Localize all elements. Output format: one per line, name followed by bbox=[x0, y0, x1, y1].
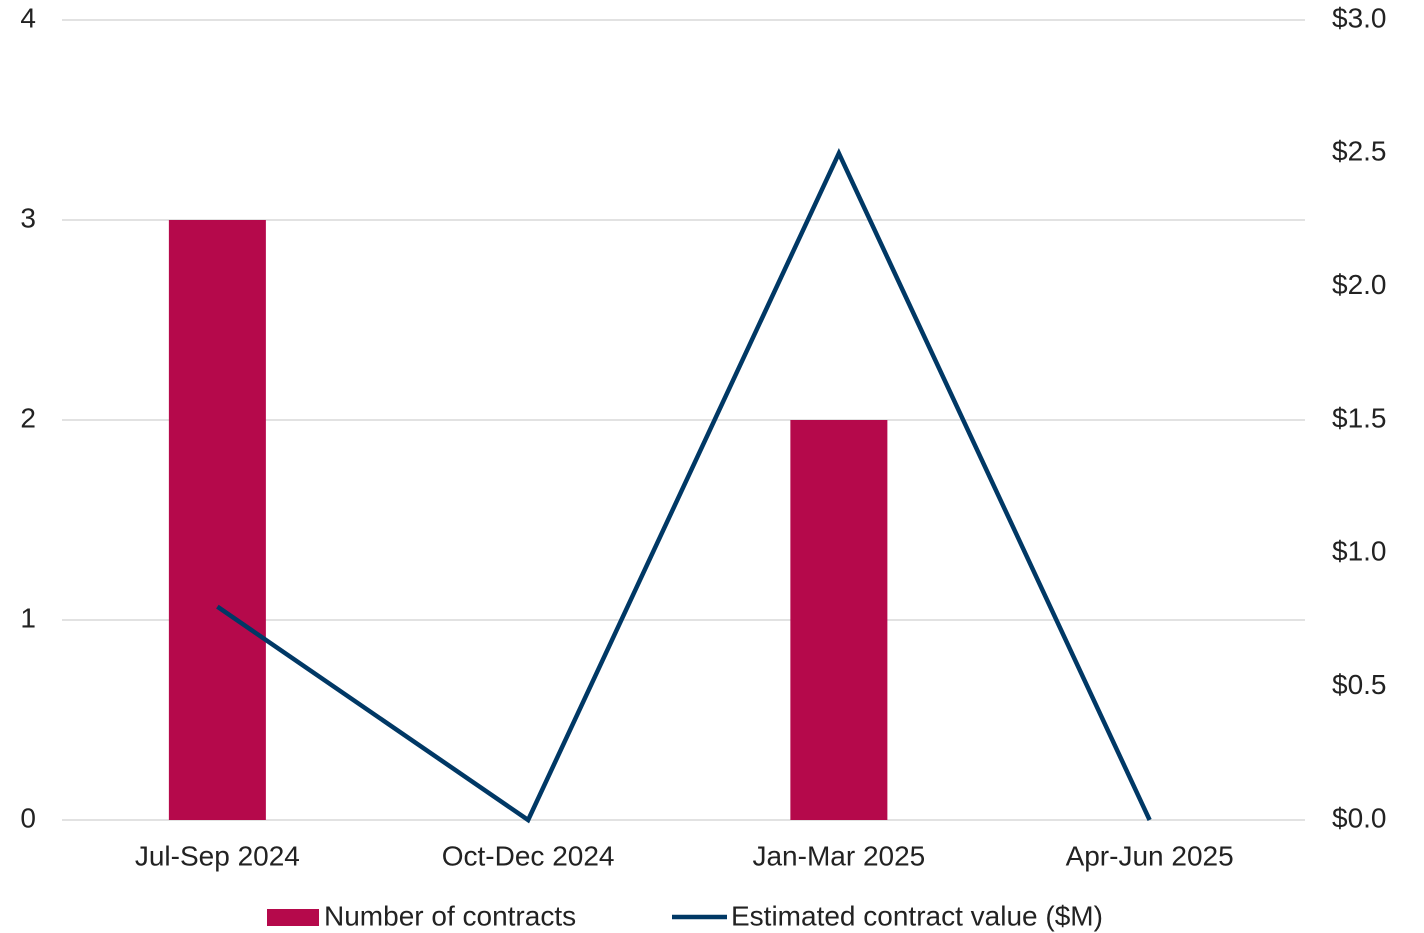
legend-label: Estimated contract value ($M) bbox=[731, 900, 1103, 931]
y2-tick-label: $3.0 bbox=[1332, 2, 1387, 33]
x-tick-label: Jan-Mar 2025 bbox=[752, 840, 925, 871]
y-tick-label: 2 bbox=[20, 402, 36, 433]
x-tick-label: Jul-Sep 2024 bbox=[135, 840, 300, 871]
legend-swatch bbox=[267, 909, 319, 926]
y-tick-label: 0 bbox=[20, 802, 36, 833]
bar bbox=[790, 420, 888, 820]
y-tick-label: 1 bbox=[20, 602, 36, 633]
y-tick-label: 4 bbox=[20, 2, 36, 33]
y-tick-label: 3 bbox=[20, 202, 36, 233]
x-tick-label: Apr-Jun 2025 bbox=[1066, 840, 1234, 871]
y2-tick-label: $2.5 bbox=[1332, 136, 1387, 167]
line bbox=[216, 148, 1152, 824]
y2-tick-label: $0.5 bbox=[1332, 669, 1387, 700]
y2-tick-label: $1.0 bbox=[1332, 536, 1387, 567]
y2-tick-label: $0.0 bbox=[1332, 802, 1387, 833]
legend-label: Number of contracts bbox=[324, 900, 576, 931]
bar bbox=[168, 220, 266, 820]
y2-tick-label: $1.5 bbox=[1332, 402, 1387, 433]
y2-tick-label: $2.0 bbox=[1332, 269, 1387, 300]
x-tick-label: Oct-Dec 2024 bbox=[442, 840, 615, 871]
